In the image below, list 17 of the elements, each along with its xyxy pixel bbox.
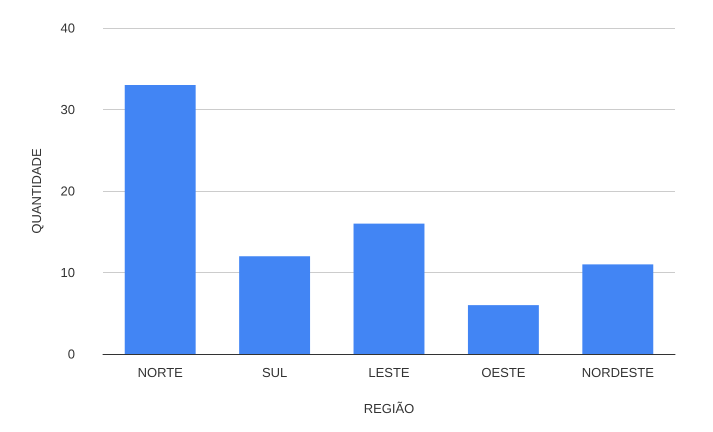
bar: [239, 256, 310, 354]
y-tick-label: 0: [68, 346, 75, 362]
y-tick-label: 40: [60, 20, 75, 36]
bar: [354, 224, 424, 354]
bar: [582, 264, 654, 354]
x-axis-title: REGIÃO: [364, 401, 414, 416]
x-tick-label: NORDESTE: [582, 365, 654, 380]
y-tick-label: 20: [60, 184, 75, 198]
x-tick-label: OESTE: [481, 365, 526, 380]
y-axis-title: QUANTIDADE: [29, 148, 44, 234]
x-tick-label: LESTE: [368, 365, 410, 380]
bar: [124, 85, 196, 354]
y-tick-label: 30: [60, 102, 75, 117]
y-tick-label: 10: [60, 265, 75, 280]
x-tick-label: NORTE: [138, 365, 184, 380]
x-tick-label: SUL: [262, 365, 288, 380]
bar: [468, 305, 539, 354]
